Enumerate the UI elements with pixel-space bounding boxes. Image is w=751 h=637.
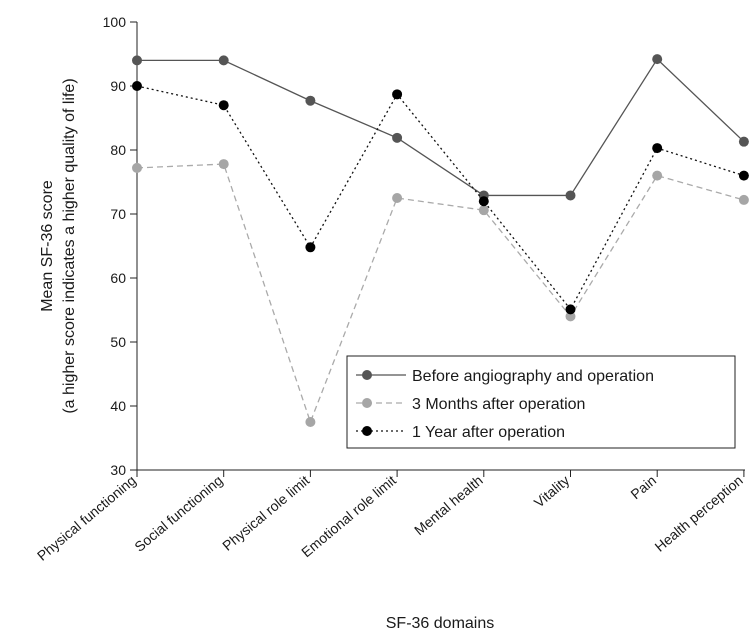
axes — [136, 22, 745, 471]
y-tick-label: 70 — [110, 206, 126, 222]
x-tick-label: Social functioning — [131, 472, 225, 555]
y-axis-subtitle: (a higher score indicates a higher quali… — [61, 78, 78, 413]
x-tick-label: Physical role limit — [219, 472, 312, 554]
data-point — [132, 81, 142, 91]
data-point — [305, 242, 316, 253]
data-point — [392, 193, 403, 203]
data-point — [565, 190, 576, 201]
data-point — [132, 55, 142, 66]
series-line — [136, 85, 745, 311]
y-tick-label: 90 — [110, 78, 126, 94]
data-point — [738, 194, 749, 205]
legend: Before angiography and operation 3 Months… — [346, 355, 736, 449]
series-3 — [132, 81, 749, 315]
x-tick-label: Physical functioning — [34, 472, 139, 564]
data-point — [218, 55, 229, 66]
y-tick-label: 100 — [103, 14, 127, 30]
legend-item: 1 Year after operation — [356, 424, 565, 441]
y-tick-label: 40 — [110, 398, 126, 414]
y-tick-label: 60 — [110, 270, 126, 286]
data-point — [738, 136, 749, 147]
legend-swatch-marker — [362, 426, 372, 436]
data-point — [218, 100, 229, 111]
data-point — [132, 162, 142, 173]
legend-swatch-marker — [362, 370, 372, 380]
data-point — [652, 143, 663, 154]
x-tick-label: Health perception — [651, 472, 745, 555]
y-tick-label: 80 — [110, 142, 126, 158]
data-point — [305, 417, 316, 427]
y-tick-label: 30 — [110, 462, 126, 478]
x-axis-title: SF-36 domains — [386, 615, 495, 632]
data-point — [652, 170, 663, 181]
data-point — [218, 159, 229, 170]
data-point — [652, 54, 663, 65]
data-point — [565, 304, 576, 315]
data-point — [565, 311, 576, 322]
x-tick-label: Emotional role limit — [298, 472, 399, 560]
data-point — [478, 205, 489, 216]
series-line — [137, 58, 745, 197]
series-line — [136, 163, 745, 424]
legend-box — [346, 355, 736, 449]
series-group — [132, 54, 749, 427]
legend-label: 3 Months after operation — [412, 396, 585, 413]
data-point — [392, 132, 403, 143]
y-axis-ticks: 30 40 50 60 70 80 90 100 — [103, 14, 137, 478]
legend-item: 3 Months after operation — [356, 396, 585, 413]
series-2 — [132, 159, 749, 427]
data-point — [392, 89, 403, 100]
legend-swatch-marker — [362, 398, 372, 408]
y-axis-title: Mean SF-36 score — [39, 180, 56, 312]
x-tick-label: Vitality — [531, 472, 573, 511]
legend-item: Before angiography and operation — [356, 368, 654, 385]
data-point — [738, 170, 749, 181]
data-point — [305, 95, 316, 106]
data-point — [478, 196, 489, 207]
y-tick-label: 50 — [110, 334, 126, 350]
legend-label: Before angiography and operation — [412, 368, 654, 385]
legend-label: 1 Year after operation — [412, 424, 565, 441]
x-tick-label: Pain — [627, 472, 659, 502]
x-tick-label: Mental health — [411, 472, 486, 538]
